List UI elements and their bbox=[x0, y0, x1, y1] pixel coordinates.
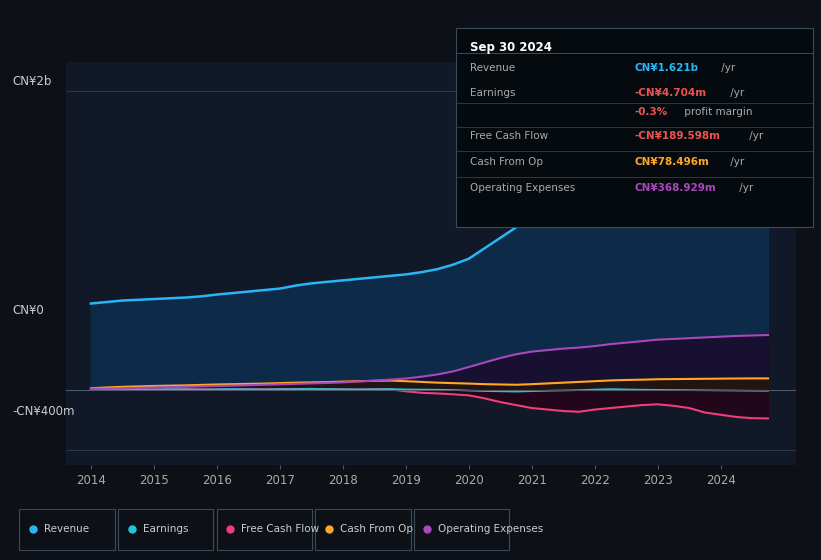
FancyBboxPatch shape bbox=[414, 509, 509, 550]
Text: /yr: /yr bbox=[736, 183, 754, 193]
Text: /yr: /yr bbox=[745, 132, 763, 141]
FancyBboxPatch shape bbox=[456, 28, 813, 227]
Text: Cash From Op: Cash From Op bbox=[470, 157, 543, 167]
Text: CN¥0: CN¥0 bbox=[12, 304, 44, 318]
Text: /yr: /yr bbox=[718, 63, 735, 73]
Text: /yr: /yr bbox=[727, 87, 745, 97]
Text: CN¥1.621b: CN¥1.621b bbox=[635, 63, 699, 73]
Text: -CN¥400m: -CN¥400m bbox=[12, 405, 75, 418]
Text: Earnings: Earnings bbox=[143, 524, 188, 534]
Text: CN¥368.929m: CN¥368.929m bbox=[635, 183, 716, 193]
FancyBboxPatch shape bbox=[315, 509, 410, 550]
FancyBboxPatch shape bbox=[118, 509, 213, 550]
Text: Operating Expenses: Operating Expenses bbox=[470, 183, 576, 193]
Text: Earnings: Earnings bbox=[470, 87, 516, 97]
FancyBboxPatch shape bbox=[217, 509, 312, 550]
FancyBboxPatch shape bbox=[20, 509, 115, 550]
Text: Operating Expenses: Operating Expenses bbox=[438, 524, 544, 534]
Text: -CN¥189.598m: -CN¥189.598m bbox=[635, 132, 720, 141]
Text: Revenue: Revenue bbox=[470, 63, 515, 73]
Text: Cash From Op: Cash From Op bbox=[340, 524, 413, 534]
Text: -0.3%: -0.3% bbox=[635, 108, 667, 118]
Text: CN¥78.496m: CN¥78.496m bbox=[635, 157, 709, 167]
Text: Free Cash Flow: Free Cash Flow bbox=[470, 132, 548, 141]
Text: -CN¥4.704m: -CN¥4.704m bbox=[635, 87, 706, 97]
Text: CN¥2b: CN¥2b bbox=[12, 74, 52, 88]
Text: /yr: /yr bbox=[727, 157, 745, 167]
Text: Free Cash Flow: Free Cash Flow bbox=[241, 524, 319, 534]
Text: profit margin: profit margin bbox=[681, 108, 752, 118]
Text: Sep 30 2024: Sep 30 2024 bbox=[470, 41, 552, 54]
Text: Revenue: Revenue bbox=[44, 524, 89, 534]
